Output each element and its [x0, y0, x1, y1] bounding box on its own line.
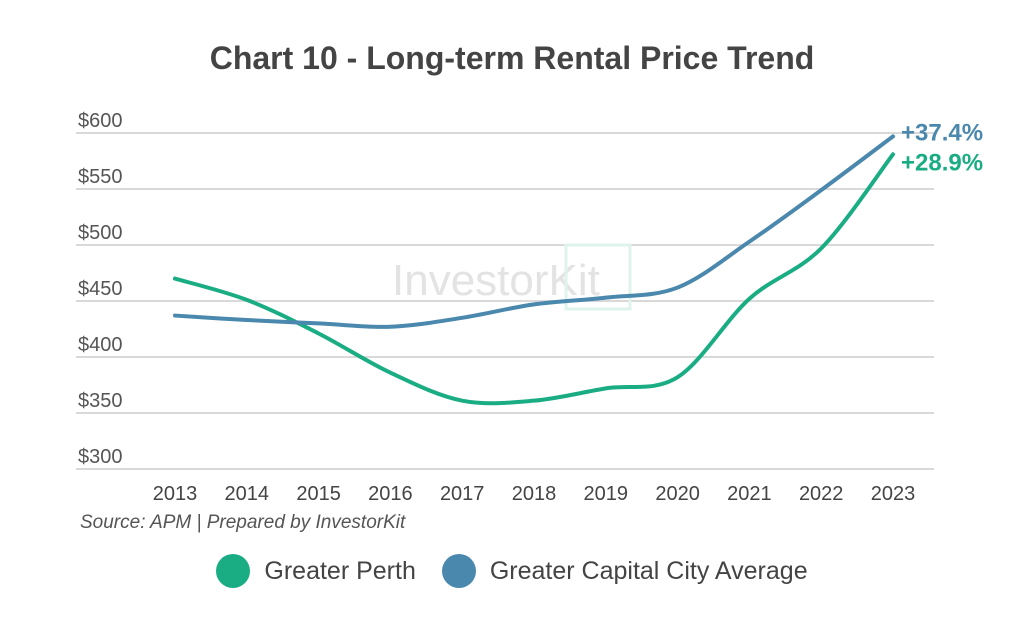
chart-title: Chart 10 - Long-term Rental Price Trend	[209, 40, 815, 76]
legend-item-capital: Greater Capital City Average	[441, 554, 808, 588]
end-label-perth: +28.9%	[901, 149, 983, 176]
legend-label-capital: Greater Capital City Average	[489, 556, 808, 585]
x-tick-label: 2013	[153, 483, 198, 505]
series-line-perth	[173, 152, 895, 406]
x-tick-label: 2017	[440, 483, 485, 505]
x-tick-label: 2019	[584, 483, 629, 505]
y-tick-label: $500	[78, 222, 123, 244]
x-tick-label: 2018	[512, 483, 557, 505]
source-note: Source: APM | Prepared by InvestorKit	[80, 512, 406, 533]
x-tick-label: 2016	[368, 483, 413, 505]
series-line-capital	[173, 134, 895, 329]
end-label-capital: +37.4%	[901, 119, 983, 146]
legend-marker-capital	[441, 554, 476, 588]
y-tick-label: $300	[78, 446, 123, 468]
y-tick-label: $400	[78, 334, 123, 356]
x-tick-label: 2020	[655, 483, 700, 505]
legend: Greater Perth Greater Capital City Avera…	[0, 554, 1024, 588]
watermark-frame	[564, 243, 632, 311]
legend-marker-perth	[216, 554, 251, 588]
x-tick-label: 2015	[296, 483, 341, 505]
x-tick-label: 2023	[871, 483, 916, 505]
x-tick-label: 2022	[799, 483, 844, 505]
legend-label-perth: Greater Perth	[264, 556, 416, 585]
x-tick-label: 2014	[225, 483, 270, 505]
y-tick-label: $550	[78, 166, 123, 188]
legend-item-perth: Greater Perth	[216, 554, 416, 588]
watermark-logo: InvestorKit	[392, 256, 600, 305]
x-tick-label: 2021	[727, 483, 772, 505]
y-tick-label: $350	[78, 390, 123, 412]
y-tick-label: $450	[78, 278, 123, 300]
y-tick-label: $600	[78, 110, 123, 132]
